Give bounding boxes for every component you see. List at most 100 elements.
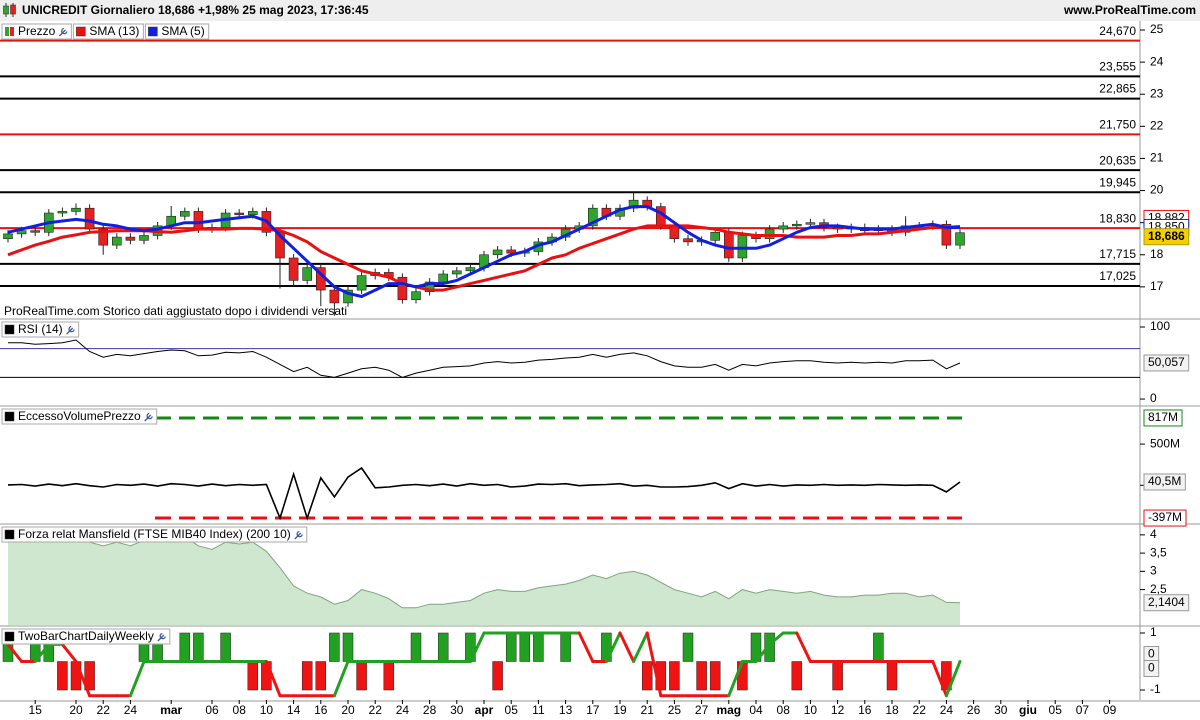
header-site[interactable]: www.ProRealTime.com	[1063, 3, 1196, 17]
legend-box[interactable]	[1, 408, 158, 425]
bar	[179, 632, 191, 662]
signal-line	[754, 642, 772, 664]
legend-box[interactable]	[144, 23, 210, 40]
y-tick-label: 25	[1150, 22, 1164, 36]
candle-body	[941, 223, 952, 246]
header-title: UNICREDIT Giornaliero 18,686 +1,98% 25 m…	[22, 3, 369, 17]
candle-body	[356, 275, 367, 291]
bar	[220, 632, 231, 662]
legend-wrench[interactable]	[157, 632, 166, 642]
candle-body	[506, 249, 517, 254]
legend-wrench[interactable]	[144, 412, 153, 422]
legend-wrench[interactable]	[66, 325, 75, 335]
candle-body	[723, 231, 734, 259]
signal-line	[33, 642, 51, 664]
last-value-label: 40,5M	[1148, 474, 1181, 488]
candle-body	[302, 267, 313, 281]
legend-icon	[4, 324, 15, 335]
bar	[709, 661, 721, 691]
x-tick-label: 10	[804, 703, 818, 717]
last-value-tag	[1143, 473, 1186, 491]
legend-box[interactable]	[1, 321, 80, 338]
candle-body	[669, 225, 680, 240]
signal-line	[6, 642, 24, 664]
legend-wrench[interactable]	[58, 27, 68, 37]
candle-body	[288, 257, 299, 281]
last-value-tag	[1143, 594, 1190, 612]
y-tick-label: 3,5	[1150, 545, 1167, 559]
last-value-label: 2,1404	[1148, 595, 1185, 609]
x-tick-label: 11	[532, 703, 545, 717]
x-tick-label: 08	[233, 703, 247, 717]
signal-line	[60, 642, 78, 664]
last-value-tag	[1143, 660, 1160, 678]
level-label: 20,635	[1099, 153, 1136, 167]
legend-box[interactable]	[72, 23, 144, 40]
x-tick-label: 22	[913, 703, 927, 717]
legend-label: EccessoVolumePrezzo	[18, 409, 141, 423]
candle-body	[791, 223, 802, 227]
last-value-label: 0	[1148, 647, 1155, 661]
bar	[533, 632, 544, 662]
candle-body	[587, 207, 598, 227]
y-tick-label: 17	[1150, 279, 1164, 293]
y-tick-label: 22	[1150, 119, 1164, 133]
signal-line	[768, 631, 785, 646]
last-value-label: -397M	[1148, 510, 1182, 524]
legend-box[interactable]	[1, 628, 171, 645]
legend-wrench[interactable]	[294, 530, 303, 540]
signal-line	[468, 631, 486, 664]
level-label: 23,555	[1099, 60, 1136, 74]
candle-body	[57, 211, 68, 214]
x-tick-label: 14	[287, 703, 301, 717]
legend-box[interactable]	[1, 23, 72, 40]
last-value-label: 50,057	[1148, 355, 1185, 369]
bar	[832, 661, 843, 691]
candle-body	[84, 207, 95, 230]
bar	[383, 661, 395, 691]
candle-body	[710, 231, 721, 241]
signal-line	[604, 631, 622, 664]
candle-body	[832, 227, 843, 230]
candle-body	[329, 289, 340, 304]
level-label: 19,945	[1099, 175, 1136, 189]
bar	[737, 661, 748, 691]
legend-icon	[76, 26, 86, 37]
bar	[193, 632, 204, 662]
signal-line	[632, 631, 649, 664]
y-tick-label: 500M	[1150, 436, 1180, 450]
x-tick-label: 24	[396, 703, 410, 717]
last-value-tag	[1143, 509, 1187, 527]
signal-line	[128, 660, 146, 698]
candle-body	[955, 232, 965, 246]
candle-body	[805, 222, 816, 225]
indicator-line	[8, 339, 961, 378]
y-tick-label: -1	[1150, 682, 1161, 696]
x-tick-label: 28	[423, 703, 437, 717]
candle-body	[30, 230, 41, 233]
bar	[886, 661, 898, 691]
x-tick-label: 17	[586, 703, 600, 717]
x-tick-label: 10	[260, 703, 274, 717]
x-tick-label: 05	[505, 703, 519, 717]
y-tick-label: 2,5	[1150, 582, 1167, 596]
bar	[356, 661, 367, 691]
x-tick-label: 18	[885, 703, 899, 717]
last-value-label: 18,686	[1148, 229, 1185, 243]
signal-line	[618, 631, 636, 664]
candle-body	[424, 281, 435, 292]
x-tick-label: 20	[69, 703, 83, 717]
bar	[70, 661, 82, 691]
candle-body	[98, 228, 108, 246]
legend-label: SMA (13)	[89, 24, 139, 38]
y-tick-label: 0	[1150, 391, 1157, 405]
sma-line	[7, 205, 960, 298]
legend-box[interactable]	[1, 526, 308, 543]
last-value-tag	[1143, 354, 1190, 372]
x-tick-label: giu	[1019, 703, 1037, 717]
x-tick-label: 22	[369, 703, 383, 717]
x-tick-label: mar	[160, 703, 182, 717]
bar	[329, 632, 340, 662]
x-tick-label: 24	[124, 703, 138, 717]
